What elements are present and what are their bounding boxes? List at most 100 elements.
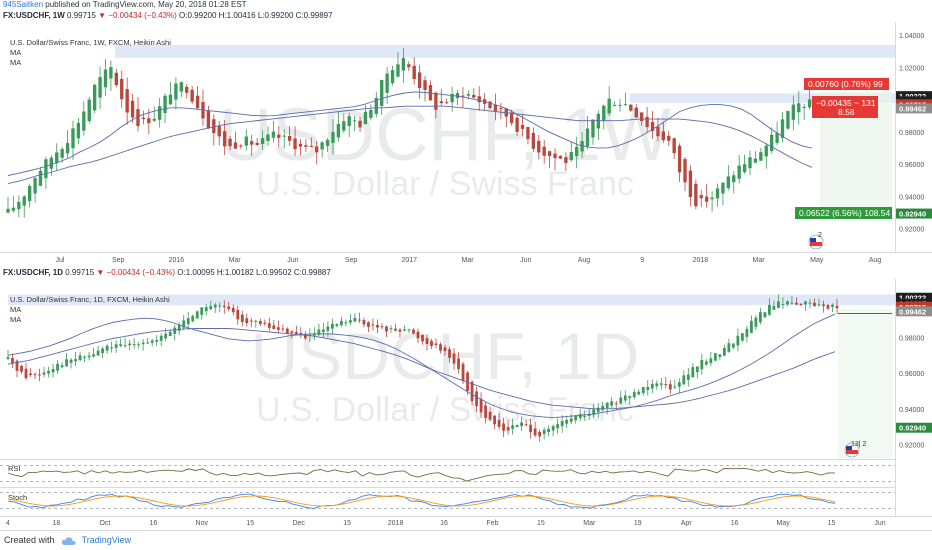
candle-body xyxy=(374,97,378,114)
candle-body xyxy=(65,359,68,367)
weekly-symbol[interactable]: FX:USDCHF, 1W xyxy=(3,11,65,20)
footer-created-with: Created with xyxy=(4,535,55,545)
candle-body xyxy=(537,140,541,153)
weekly-chart[interactable]: USDCHF, 1W U.S. Dollar / Swiss Franc 0.0… xyxy=(0,22,932,267)
candle-body xyxy=(655,383,659,387)
publish-header: 945Saitken published on TradingView.com,… xyxy=(0,0,932,10)
stoch-k-line xyxy=(7,493,836,509)
candle-body xyxy=(710,197,714,200)
candle-body xyxy=(488,101,492,109)
candle-body xyxy=(344,322,348,324)
x-tick-label: May xyxy=(776,520,790,527)
weekly-legend-ma2[interactable]: MA xyxy=(10,58,21,67)
candle-body xyxy=(673,386,677,388)
candle-body xyxy=(396,64,400,77)
candle-body xyxy=(672,138,676,154)
weekly-event-badge[interactable]: 2 xyxy=(808,232,824,250)
candle-body xyxy=(130,100,135,118)
candle-body xyxy=(56,363,59,371)
resistance-zone xyxy=(8,294,895,306)
candle-body xyxy=(47,371,50,374)
weekly-low: L:0.99200 xyxy=(257,11,294,20)
x-tick-label: 4 xyxy=(6,520,10,527)
author-link[interactable]: 945Saitken xyxy=(3,0,44,9)
candle-body xyxy=(363,111,368,125)
weekly-change: ▼ −0.00434 (−0.43%) xyxy=(98,11,177,20)
candle-body xyxy=(303,333,307,339)
daily-symbol[interactable]: FX:USDCHF, 1D xyxy=(3,268,64,277)
x-tick-label: 15 xyxy=(246,520,254,527)
candle-body xyxy=(493,104,498,112)
candle-body xyxy=(764,145,768,157)
daily-open: O:1.00095 xyxy=(177,268,215,277)
candle-body xyxy=(416,331,420,339)
candle-body xyxy=(250,141,254,145)
daily-event-badge[interactable]: 13| 2 xyxy=(844,441,867,458)
candle-body xyxy=(641,387,645,394)
candle-body xyxy=(551,426,555,431)
candle-body xyxy=(249,320,253,322)
candle-body xyxy=(578,414,582,419)
candle-body xyxy=(605,402,609,408)
candle-body xyxy=(569,151,573,161)
candle-body xyxy=(677,382,681,387)
daily-legend-title[interactable]: U.S. Dollar/Swiss Franc, 1D, FXCM, Heiki… xyxy=(10,295,170,304)
candle-body xyxy=(155,340,159,342)
candle-body xyxy=(694,183,698,207)
weekly-high: H:1.00416 xyxy=(218,11,256,20)
tradingview-cloud-icon[interactable] xyxy=(61,536,77,546)
y-tick-label: 0.98000 xyxy=(899,130,924,137)
daily-legend-ma1[interactable]: MA xyxy=(10,305,21,314)
candle-body xyxy=(136,109,140,127)
candle-body xyxy=(602,105,606,122)
x-tick-label: Dec xyxy=(292,520,305,527)
candle-body xyxy=(110,347,114,349)
candle-body xyxy=(718,354,722,357)
candle-body xyxy=(531,132,536,149)
price-label: 0.99462 xyxy=(899,104,926,113)
candle-body xyxy=(281,328,285,330)
x-tick-label: 2017 xyxy=(401,257,417,264)
resistance-zone xyxy=(115,44,895,58)
candle-body xyxy=(213,304,217,308)
candle-body xyxy=(186,318,190,325)
candle-body xyxy=(285,328,289,334)
daily-legend-ma2[interactable]: MA xyxy=(10,315,21,324)
candle-body xyxy=(499,108,503,110)
candle-body xyxy=(732,175,736,183)
candle-body xyxy=(637,391,641,395)
candle-body xyxy=(258,321,262,325)
candle-body xyxy=(510,112,514,124)
candle-body xyxy=(24,368,28,379)
y-tick-label: 0.94000 xyxy=(899,407,924,414)
candle-body xyxy=(750,320,753,333)
weekly-legend-title[interactable]: U.S. Dollar/Swiss Franc, 1W, FXCM, Heiki… xyxy=(10,38,171,47)
candle-body xyxy=(320,142,324,150)
candle-body xyxy=(439,101,443,104)
candle-body xyxy=(452,353,456,364)
stoch-label[interactable]: Stoch xyxy=(8,493,27,502)
candle-body xyxy=(515,117,519,132)
candle-body xyxy=(125,89,129,113)
candle-body xyxy=(150,340,154,343)
candle-body xyxy=(822,304,825,306)
rsi-label[interactable]: RSI xyxy=(8,464,21,473)
candle-body xyxy=(11,207,16,211)
candle-body xyxy=(267,323,271,328)
candle-body xyxy=(623,104,628,106)
candle-body xyxy=(27,185,32,202)
candle-body xyxy=(389,328,393,330)
candle-body xyxy=(206,110,211,129)
moving-average-line xyxy=(7,313,836,419)
candle-body xyxy=(808,302,812,304)
candle-body xyxy=(240,314,244,322)
candle-body xyxy=(727,343,731,352)
price-label: 0.92940 xyxy=(899,424,926,433)
weekly-legend-ma1[interactable]: MA xyxy=(10,48,21,57)
candle-body xyxy=(137,344,141,346)
daily-chart[interactable]: USDCHF, 1D U.S. Dollar / Swiss Franc 13|… xyxy=(0,279,932,530)
footer-tradingview-brand[interactable]: TradingView xyxy=(81,535,132,545)
candle-body xyxy=(390,70,395,84)
candle-body xyxy=(533,428,537,436)
footer: Created with TradingView xyxy=(0,530,932,550)
